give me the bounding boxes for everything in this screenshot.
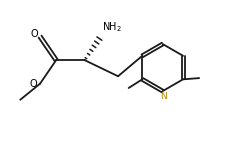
Text: O: O	[31, 29, 38, 39]
Text: O: O	[29, 79, 37, 89]
Text: NH$_2$: NH$_2$	[102, 20, 121, 34]
Text: N: N	[159, 92, 166, 100]
